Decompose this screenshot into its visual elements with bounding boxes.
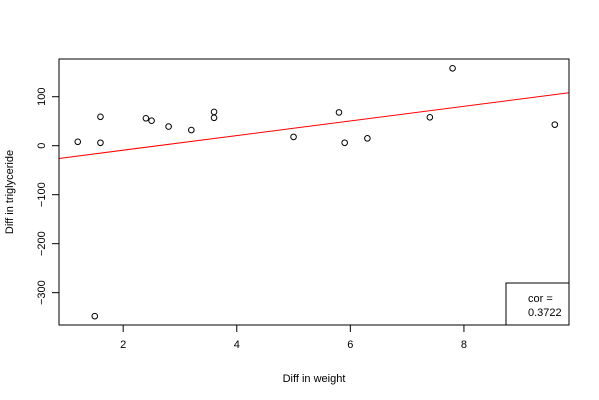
x-tick-label: 8 <box>461 339 467 351</box>
data-point <box>449 65 456 72</box>
y-tick-label: −100 <box>36 182 48 207</box>
legend-value: 0.3722 <box>528 307 562 319</box>
regression-line <box>58 92 570 159</box>
data-point <box>148 117 155 125</box>
x-tick-label: 2 <box>120 339 126 351</box>
legend-box: cor = 0.3722 <box>505 282 570 326</box>
plot-frame <box>58 58 570 326</box>
data-point <box>341 139 348 147</box>
data-point <box>210 114 218 122</box>
data-point <box>97 113 104 121</box>
x-tick-label: 4 <box>234 339 240 351</box>
data-point <box>142 114 150 122</box>
data-point <box>335 109 343 116</box>
y-tick-label: 100 <box>36 88 48 106</box>
data-point <box>210 108 218 116</box>
data-point <box>74 138 82 146</box>
x-tick-label: 6 <box>347 339 353 351</box>
data-point <box>165 123 172 130</box>
y-tick-label: −300 <box>36 280 48 305</box>
data-point <box>290 133 297 141</box>
legend-frame <box>505 282 570 326</box>
data-point <box>364 135 371 142</box>
y-axis-title: Diff in triglyceride <box>4 150 16 234</box>
data-point <box>97 139 104 147</box>
data-point <box>91 312 99 320</box>
y-tick-label: −200 <box>36 231 48 256</box>
data-point <box>426 113 434 121</box>
data-point <box>188 126 195 134</box>
y-tick-label: 0 <box>36 143 48 149</box>
legend-label: cor = <box>528 293 553 305</box>
x-axis-title: Diff in weight <box>283 373 346 385</box>
data-point <box>551 121 559 128</box>
